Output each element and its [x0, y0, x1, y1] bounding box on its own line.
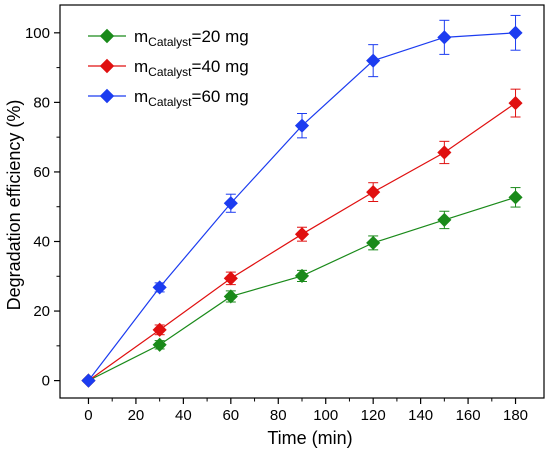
x-tick-label: 100	[313, 407, 338, 424]
legend-marker	[99, 88, 115, 104]
legend-label-main: m	[134, 57, 148, 76]
data-point	[223, 271, 238, 286]
data-point	[294, 118, 310, 133]
x-tick-label: 120	[361, 407, 386, 424]
legend-label-rest: =60 mg	[192, 87, 249, 106]
legend-marker	[99, 28, 115, 44]
series-2	[81, 14, 523, 388]
x-axis-label: Time (min)	[267, 428, 352, 448]
data-point	[508, 96, 523, 111]
plot-frame	[59, 4, 545, 399]
data-point	[223, 196, 238, 211]
data-point	[294, 268, 310, 283]
legend-label-sub: Catalyst	[148, 65, 192, 79]
legend-label-sub: Catalyst	[148, 35, 192, 49]
y-tick-label: 40	[33, 233, 50, 250]
y-tick-label: 60	[33, 164, 50, 181]
data-point	[437, 212, 452, 227]
data-point	[223, 289, 238, 304]
series-line	[87, 32, 516, 381]
legend-label: mCatalyst=40 mg	[134, 57, 249, 79]
y-tick-label: 0	[42, 373, 50, 390]
y-tick-label: 20	[33, 303, 50, 320]
data-point	[152, 280, 167, 295]
legend-label-rest: =20 mg	[192, 27, 249, 46]
data-point	[152, 337, 167, 352]
data-point	[508, 190, 523, 205]
y-tick-label: 80	[33, 94, 50, 111]
y-axis-label: Degradation efficiency (%)	[4, 100, 24, 311]
x-tick-label: 60	[222, 407, 239, 424]
legend-entry: mCatalyst=40 mg	[88, 57, 249, 79]
legend-marker	[99, 58, 115, 74]
legend-label-main: m	[134, 87, 148, 106]
data-point	[508, 25, 523, 40]
x-tick-label: 140	[408, 407, 433, 424]
x-tick-label: 160	[456, 407, 481, 424]
legend-label-sub: Catalyst	[148, 95, 192, 109]
data-point	[152, 322, 167, 337]
legend-label-main: m	[134, 27, 148, 46]
legend-label-rest: =40 mg	[192, 57, 249, 76]
x-tick-label: 40	[175, 407, 192, 424]
data-point	[437, 145, 452, 160]
x-tick-label: 80	[270, 407, 287, 424]
x-tick-label: 0	[84, 407, 92, 424]
legend-entry: mCatalyst=60 mg	[88, 87, 249, 109]
series-0	[81, 187, 523, 388]
plot-area	[81, 14, 523, 388]
legend-label: mCatalyst=20 mg	[134, 27, 249, 49]
legend-label: mCatalyst=60 mg	[134, 87, 249, 109]
data-point	[81, 373, 96, 388]
data-point	[366, 235, 381, 250]
series-line	[88, 102, 516, 382]
y-tick-label: 100	[25, 25, 50, 42]
series-line	[88, 196, 516, 382]
axes: 0 20 40 60 80 100 120 140 160 180 0 20 40 60 80 100	[25, 4, 545, 424]
legend-entry: mCatalyst=20 mg	[88, 27, 249, 49]
data-point	[366, 185, 381, 200]
data-point	[294, 227, 310, 242]
x-tick-label: 180	[503, 407, 528, 424]
data-point	[437, 30, 452, 45]
data-point	[366, 53, 381, 68]
x-tick-label: 20	[128, 407, 145, 424]
